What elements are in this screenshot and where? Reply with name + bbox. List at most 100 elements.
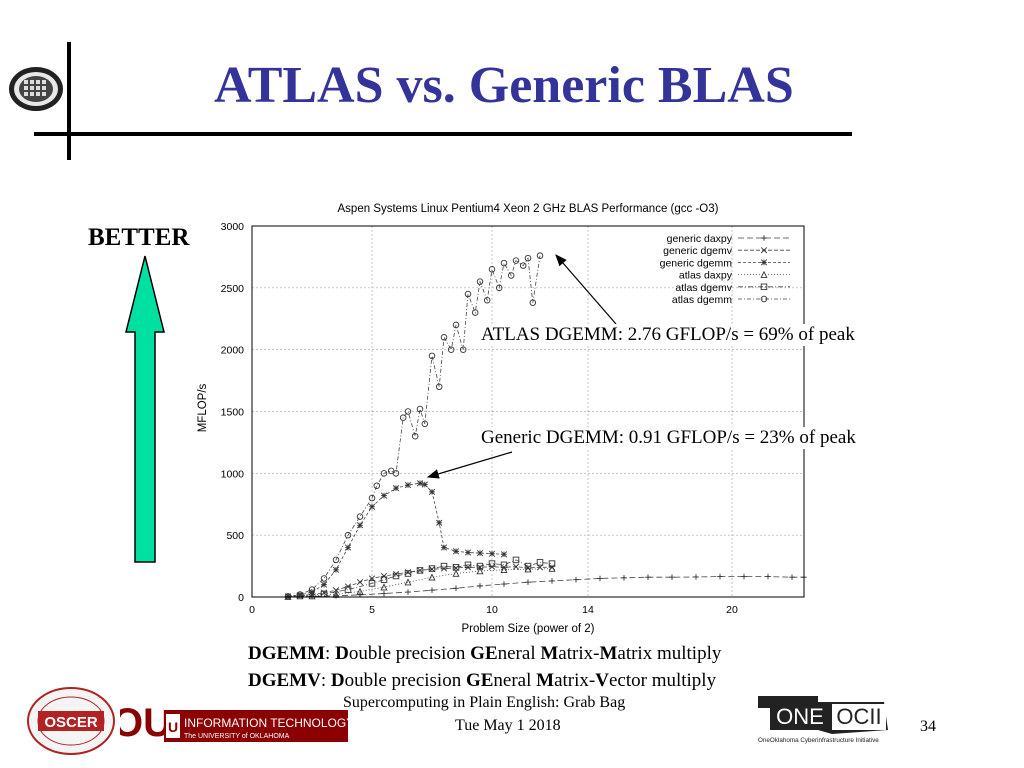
dgemv-part: ector multiply bbox=[608, 670, 717, 691]
data-point bbox=[500, 565, 508, 574]
university-seal-logo bbox=[8, 66, 64, 112]
oscer-logo: OSCER bbox=[26, 686, 116, 756]
it-logo-name: INFORMATION TECHNOLOGY bbox=[184, 716, 348, 730]
dgemv-part: GE bbox=[465, 670, 494, 691]
data-point bbox=[404, 570, 412, 577]
legend-sample bbox=[738, 283, 790, 291]
data-point bbox=[597, 575, 603, 582]
data-point bbox=[621, 575, 627, 581]
svg-text:U: U bbox=[168, 719, 178, 735]
dgemv-part: M bbox=[536, 670, 555, 691]
data-point bbox=[452, 548, 460, 555]
dgemm-part: ouble precision bbox=[348, 643, 471, 664]
data-point bbox=[296, 592, 304, 599]
data-point bbox=[368, 494, 376, 502]
oneocii-logo: ONE OCII OneOklahoma Cyberinfrastructure… bbox=[756, 690, 896, 746]
data-point bbox=[332, 556, 340, 564]
legend-marker bbox=[760, 270, 768, 278]
dgemm-part: M bbox=[599, 643, 618, 664]
dgemv-part: D bbox=[330, 670, 345, 691]
data-point bbox=[344, 544, 352, 551]
generic-callout-arrow bbox=[426, 451, 513, 479]
data-point bbox=[741, 573, 747, 580]
data-point bbox=[356, 587, 364, 595]
legend-marker bbox=[760, 247, 768, 254]
better-label: BETTER bbox=[88, 224, 190, 251]
x-tick-label: 14 bbox=[582, 604, 594, 616]
data-point bbox=[464, 290, 472, 298]
data-point bbox=[524, 254, 532, 262]
legend-label: generic daxpy bbox=[667, 233, 733, 245]
y-tick-label: 2500 bbox=[221, 283, 245, 295]
data-point bbox=[416, 405, 424, 413]
dgemv-definition: DGEMV: Double precision GEneral Matrix-V… bbox=[248, 667, 721, 694]
data-point bbox=[440, 562, 448, 570]
data-point bbox=[356, 522, 364, 529]
slide-title: ATLAS vs. Generic BLAS bbox=[214, 57, 794, 114]
dgemm-part: atrix- bbox=[558, 643, 600, 664]
data-point bbox=[512, 257, 520, 264]
legend-marker bbox=[760, 259, 768, 266]
data-point bbox=[421, 481, 428, 488]
data-point bbox=[440, 334, 448, 341]
data-point bbox=[500, 551, 508, 558]
series-line bbox=[299, 559, 553, 597]
data-point bbox=[380, 576, 388, 583]
x-tick-label: 20 bbox=[726, 604, 738, 616]
dgemm-part: neral bbox=[497, 643, 541, 664]
y-tick-label: 1000 bbox=[221, 468, 245, 480]
plot-frame bbox=[251, 225, 805, 598]
data-point bbox=[404, 481, 412, 489]
it-logo-sub: The UNIVERSITY of OKLAHOMA bbox=[184, 733, 290, 740]
ou-logo-text: OU bbox=[120, 701, 164, 745]
legend-sample bbox=[738, 295, 790, 303]
x-tick-label: 5 bbox=[369, 604, 375, 616]
data-point bbox=[368, 580, 376, 587]
generic-dgemm-callout: Generic DGEMM: 0.91 GFLOP/s = 23% of pea… bbox=[481, 427, 856, 449]
data-point bbox=[332, 566, 340, 573]
title-vertical-rule bbox=[67, 42, 71, 160]
data-point bbox=[476, 562, 484, 570]
atlas-callout-arrow bbox=[555, 254, 617, 325]
data-point bbox=[693, 574, 699, 580]
data-point bbox=[440, 544, 448, 551]
data-point bbox=[380, 470, 388, 477]
data-point bbox=[765, 573, 771, 580]
data-point bbox=[471, 309, 479, 316]
data-point bbox=[573, 576, 579, 583]
data-point bbox=[529, 299, 537, 306]
ou-logo: OU bbox=[112, 690, 172, 752]
y-tick-label: 3000 bbox=[221, 221, 245, 233]
dgemm-part: atrix multiply bbox=[617, 643, 722, 664]
data-point bbox=[320, 581, 328, 588]
data-point bbox=[416, 480, 424, 487]
data-point bbox=[452, 321, 460, 329]
data-point bbox=[512, 563, 520, 570]
dgemv-part: ouble precision bbox=[344, 670, 466, 691]
data-point bbox=[488, 550, 496, 557]
better-arrow-icon bbox=[124, 254, 166, 566]
acronym-definitions: DGEMM: Double precision GEneral Matrix-M… bbox=[248, 640, 721, 694]
data-point bbox=[356, 513, 364, 520]
legend-label: generic dgemm bbox=[660, 257, 733, 269]
data-point bbox=[308, 586, 316, 593]
data-point bbox=[344, 586, 352, 593]
y-axis-label: MFLOP/s bbox=[197, 383, 209, 432]
series-atlas-dgemm bbox=[284, 252, 544, 600]
legend-sample bbox=[738, 259, 790, 266]
data-point bbox=[428, 352, 436, 360]
data-point bbox=[452, 564, 460, 571]
dgemm-part: GE bbox=[470, 643, 498, 664]
data-point bbox=[429, 587, 435, 593]
legend-sample bbox=[738, 235, 790, 241]
blas-performance-chart: Aspen Systems Linux Pentium4 Xeon 2 GHz … bbox=[197, 203, 807, 635]
dgemm-part: M bbox=[540, 643, 559, 664]
dgemm-abbr: DGEMM bbox=[248, 643, 326, 664]
data-point bbox=[495, 284, 503, 292]
oneocii-one-text: ONE bbox=[776, 704, 824, 729]
data-point bbox=[507, 272, 515, 279]
data-point bbox=[380, 492, 388, 499]
legend-marker bbox=[760, 283, 768, 291]
data-point bbox=[416, 567, 424, 574]
dgemv-abbr: DGEMV bbox=[248, 670, 321, 691]
